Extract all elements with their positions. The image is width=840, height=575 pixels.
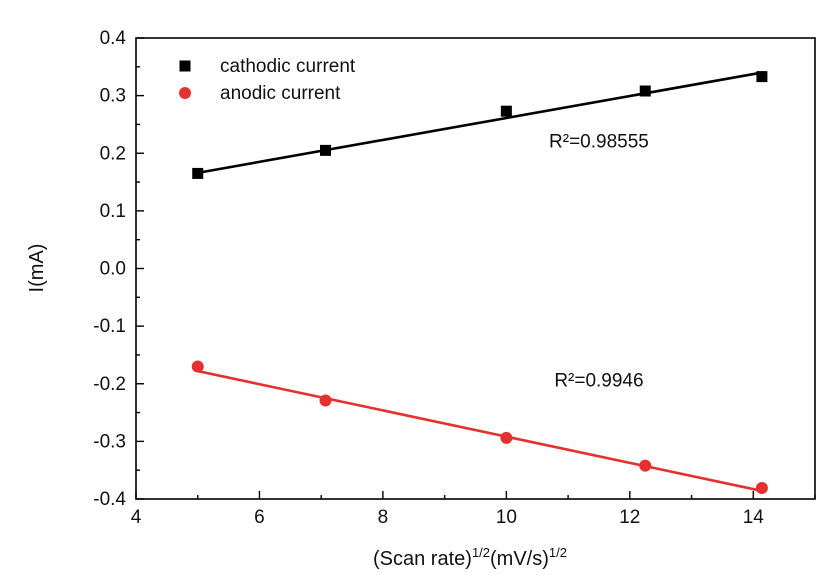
x-axis-title-unit: (mV/s) — [490, 548, 549, 570]
y-tick-label: 0.2 — [100, 143, 126, 164]
r-squared-label: R²=0.9946 — [554, 371, 643, 392]
data-point-anodic — [500, 431, 513, 444]
data-point-anodic — [319, 394, 332, 407]
y-tick-label: -0.1 — [93, 316, 126, 337]
fit-line-cathodic — [197, 71, 763, 175]
r-squared-label: R²=0.98555 — [549, 131, 649, 152]
data-point-anodic — [191, 360, 204, 373]
legend-label: cathodic current — [220, 56, 356, 77]
y-tick-label: 0.0 — [100, 259, 126, 280]
x-tick-label: 14 — [743, 507, 765, 528]
x-axis-ticks: 4 6 8 10 12 14 — [131, 491, 816, 528]
data-point-cathodic — [320, 144, 332, 156]
data-point-anodic — [639, 459, 652, 472]
y-tick-label: -0.4 — [93, 489, 126, 510]
data-point-cathodic — [639, 85, 651, 97]
legend: cathodic current anodic current — [179, 56, 356, 104]
y-tick-label: -0.3 — [93, 431, 126, 452]
data-point-cathodic — [500, 105, 512, 117]
x-tick-label: 8 — [378, 507, 389, 528]
x-axis-title-sup2: 1/2 — [549, 545, 567, 560]
x-tick-label: 12 — [619, 507, 640, 528]
annotations: R²=0.98555 R²=0.9946 — [549, 131, 649, 391]
y-tick-label: 0.4 — [100, 28, 127, 49]
legend-marker-square — [179, 60, 191, 72]
x-tick-label: 10 — [496, 507, 517, 528]
y-tick-label: 0.3 — [100, 86, 126, 107]
fit-lines — [197, 71, 763, 493]
data-point-anodic — [755, 482, 768, 495]
fit-line-anodic — [197, 369, 763, 493]
y-axis-ticks: 0.4 0.3 0.2 0.1 0.0 -0.1 -0.2 -0.3 -0.4 — [93, 28, 144, 510]
legend-marker-circle — [179, 87, 191, 99]
y-tick-label: 0.1 — [100, 201, 126, 222]
x-axis-title-sup1: 1/2 — [472, 545, 490, 560]
data-point-cathodic — [192, 167, 204, 179]
legend-label: anodic current — [220, 83, 341, 104]
x-axis-title: (Scan rate)1/2(mV/s)1/2 — [373, 545, 567, 570]
data-point-cathodic — [756, 71, 768, 83]
y-tick-label: -0.2 — [93, 374, 126, 395]
x-axis-title-main: (Scan rate) — [373, 548, 472, 570]
x-tick-label: 6 — [254, 507, 265, 528]
x-tick-label: 4 — [131, 507, 142, 528]
data-points — [191, 71, 768, 495]
y-axis-title: I(mA) — [26, 244, 48, 293]
